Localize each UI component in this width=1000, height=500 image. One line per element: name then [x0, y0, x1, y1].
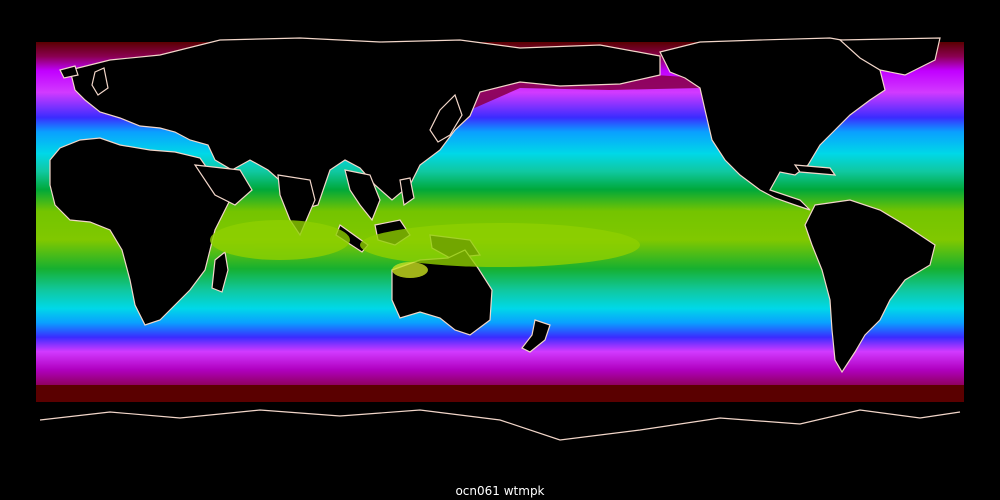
- indochina: [344, 169, 381, 222]
- arabia: [193, 164, 253, 206]
- map-caption: ocn061 wtmpk: [455, 484, 545, 498]
- philippines: [399, 177, 415, 207]
- southern-sea-ice: [36, 385, 964, 402]
- continents: [36, 37, 964, 441]
- warm-pools: [210, 220, 640, 278]
- iceland: [59, 65, 79, 79]
- greenland: [838, 37, 941, 76]
- uk: [91, 67, 109, 96]
- eurasia: [69, 37, 661, 211]
- antarctica: [36, 402, 964, 440]
- south-america: [804, 199, 936, 374]
- new-zealand: [521, 319, 551, 353]
- cuba: [793, 164, 837, 176]
- madagascar: [211, 250, 229, 293]
- antarctica-coast: [39, 409, 961, 441]
- africa: [49, 137, 231, 326]
- japan: [429, 93, 463, 143]
